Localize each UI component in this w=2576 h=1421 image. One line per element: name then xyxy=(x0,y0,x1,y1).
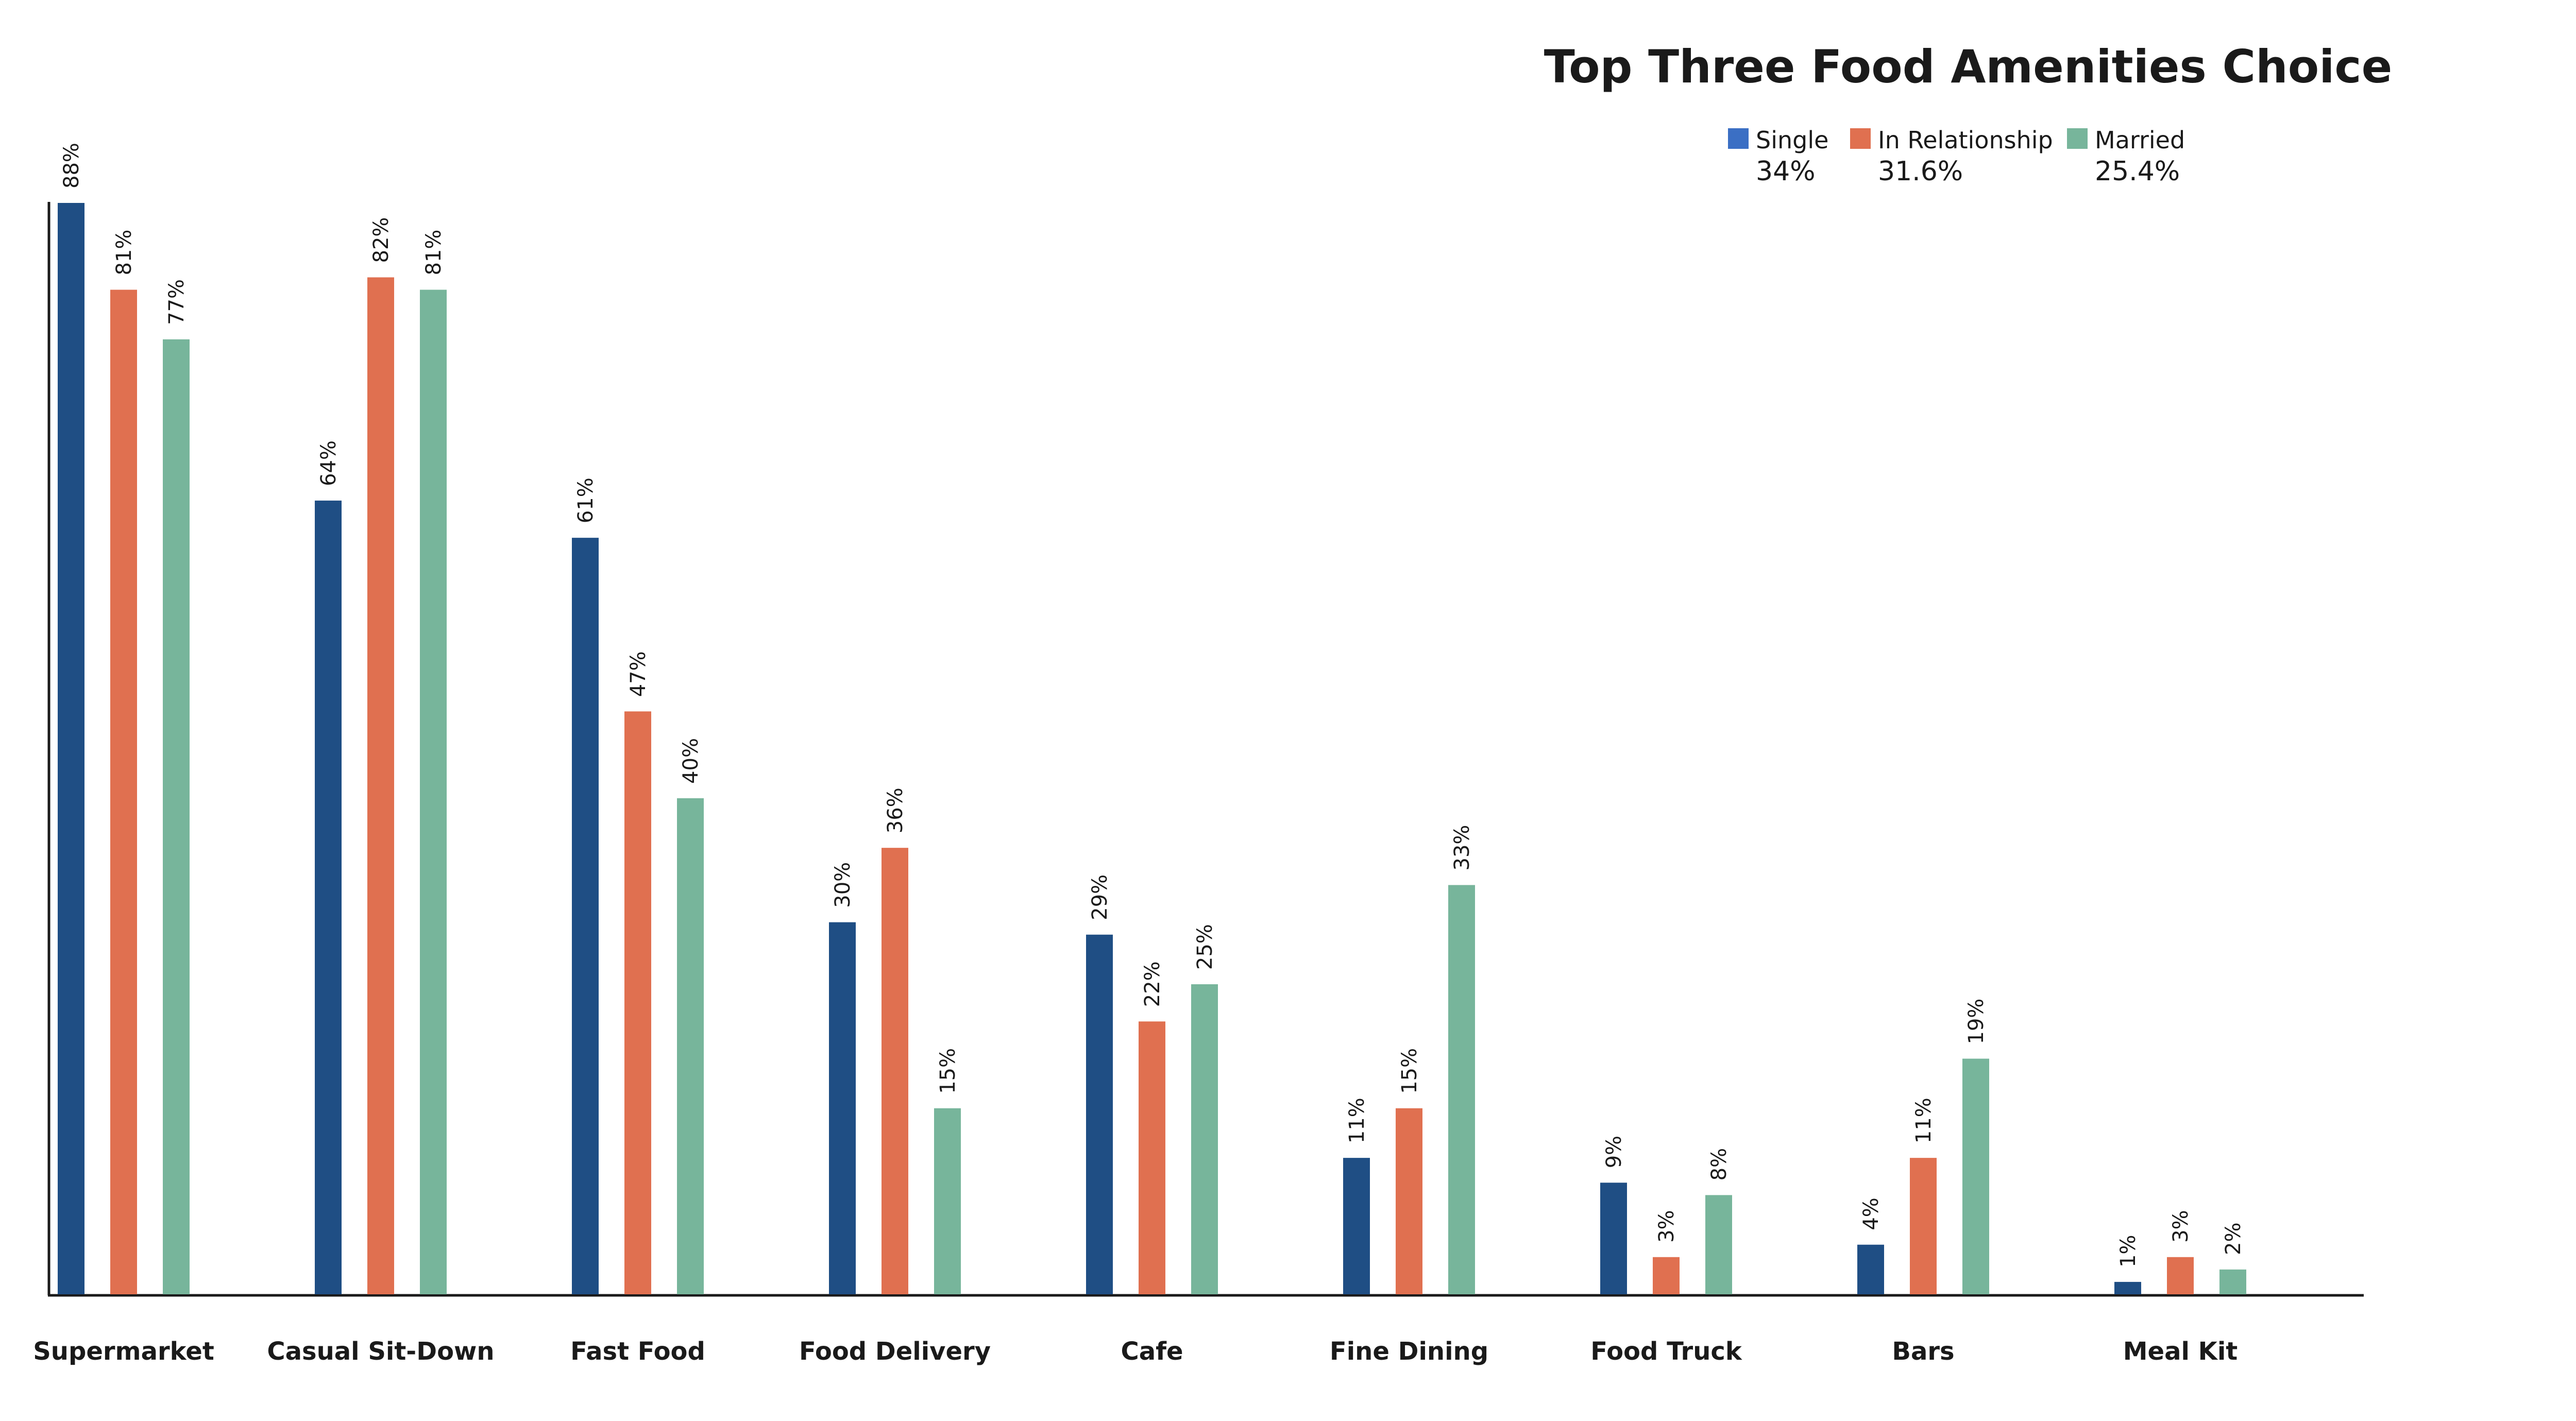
axes xyxy=(47,202,2364,1297)
bar-married-fine-dining xyxy=(1448,885,1475,1294)
category-label-supermarket: Supermarket xyxy=(33,1337,214,1366)
bar-in-relationship-fine-dining xyxy=(1396,1108,1422,1294)
value-label-married-casual-sit-down: 81% xyxy=(422,230,446,276)
value-label-single-food-delivery: 30% xyxy=(831,862,855,908)
bar-in-relationship-supermarket xyxy=(110,289,137,1294)
bar-in-relationship-food-truck xyxy=(1653,1257,1680,1294)
legend-swatch-single xyxy=(1728,128,1749,149)
category-labels: Supermarket Casual Sit-Down Fast Food Food … xyxy=(33,1337,2238,1366)
value-label-in-relationship-supermarket: 81% xyxy=(112,230,136,276)
value-label-married-food-delivery: 15% xyxy=(936,1048,960,1094)
category-label-fast-food: Fast Food xyxy=(570,1337,705,1366)
value-label-in-relationship-cafe: 22% xyxy=(1141,961,1164,1007)
value-label-married-meal-kit: 2% xyxy=(2222,1222,2245,1255)
legend-value-married: 25.4% xyxy=(2095,156,2180,187)
legend-label-single: Single xyxy=(1756,126,1828,154)
legend-swatch-in-relationship xyxy=(1850,128,1871,149)
chart-title: Top Three Food Amenities Choice xyxy=(1544,40,2393,93)
bar-married-bars xyxy=(1962,1058,1989,1294)
bar-single-meal-kit xyxy=(2114,1281,2141,1294)
category-label-fine-dining: Fine Dining xyxy=(1330,1337,1488,1366)
value-label-married-food-truck: 8% xyxy=(1707,1148,1731,1180)
bar-married-food-truck xyxy=(1705,1195,1732,1294)
category-label-casual-sit-down: Casual Sit-Down xyxy=(267,1337,494,1366)
bar-single-fine-dining xyxy=(1343,1158,1370,1294)
bar-married-casual-sit-down xyxy=(420,289,447,1294)
bar-in-relationship-casual-sit-down xyxy=(367,277,394,1294)
bar-single-food-truck xyxy=(1600,1183,1627,1294)
legend-swatch-married xyxy=(2067,128,2088,149)
bar-single-cafe xyxy=(1086,934,1113,1294)
bars xyxy=(58,203,2246,1294)
value-label-single-fast-food: 61% xyxy=(574,477,598,523)
legend-value-single: 34% xyxy=(1756,156,1816,187)
bar-married-cafe xyxy=(1191,984,1218,1294)
bar-in-relationship-cafe xyxy=(1139,1021,1165,1294)
value-label-in-relationship-meal-kit: 3% xyxy=(2169,1210,2193,1242)
value-label-single-cafe: 29% xyxy=(1088,875,1112,920)
bar-in-relationship-fast-food xyxy=(624,711,651,1294)
value-label-married-fine-dining: 33% xyxy=(1450,825,1474,870)
value-label-in-relationship-fine-dining: 15% xyxy=(1398,1048,1421,1094)
value-labels: 88% 81% 77% 64% 82% 81% 61% 47% 40% 30% 36% 15% 29% 2… xyxy=(60,143,2245,1268)
value-label-in-relationship-fast-food: 47% xyxy=(626,651,650,697)
bar-married-meal-kit xyxy=(2219,1269,2246,1294)
category-label-food-truck: Food Truck xyxy=(1590,1337,1742,1366)
legend-label-in-relationship: In Relationship xyxy=(1878,126,2053,154)
bar-single-fast-food xyxy=(572,538,599,1294)
value-label-single-casual-sit-down: 64% xyxy=(317,440,341,486)
value-label-in-relationship-food-truck: 3% xyxy=(1655,1210,1679,1242)
category-label-meal-kit: Meal Kit xyxy=(2123,1337,2238,1366)
value-label-in-relationship-food-delivery: 36% xyxy=(884,787,907,833)
category-label-cafe: Cafe xyxy=(1121,1337,1183,1366)
bar-in-relationship-bars xyxy=(1910,1158,1937,1294)
category-label-bars: Bars xyxy=(1892,1337,1954,1366)
value-label-single-meal-kit: 1% xyxy=(2116,1235,2140,1267)
bar-in-relationship-meal-kit xyxy=(2167,1257,2194,1294)
legend-label-married: Married xyxy=(2095,126,2185,154)
value-label-in-relationship-casual-sit-down: 82% xyxy=(369,217,393,263)
value-label-married-supermarket: 77% xyxy=(165,279,189,325)
value-label-single-supermarket: 88% xyxy=(60,143,83,189)
category-label-food-delivery: Food Delivery xyxy=(799,1337,991,1366)
value-label-single-fine-dining: 11% xyxy=(1345,1098,1369,1143)
value-label-married-cafe: 25% xyxy=(1193,924,1217,970)
bar-single-supermarket xyxy=(58,203,84,1294)
value-label-married-fast-food: 40% xyxy=(679,738,703,784)
value-label-single-bars: 4% xyxy=(1859,1197,1883,1230)
value-label-single-food-truck: 9% xyxy=(1602,1136,1626,1168)
bar-married-fast-food xyxy=(677,798,704,1294)
value-label-married-bars: 19% xyxy=(1964,999,1988,1045)
bar-in-relationship-food-delivery xyxy=(882,848,908,1294)
bar-married-food-delivery xyxy=(934,1108,961,1294)
value-label-in-relationship-bars: 11% xyxy=(1912,1098,1936,1143)
legend-value-in-relationship: 31.6% xyxy=(1878,156,1963,187)
bar-married-supermarket xyxy=(163,339,190,1294)
bar-single-bars xyxy=(1857,1244,1884,1294)
bar-single-casual-sit-down xyxy=(315,500,342,1294)
bar-single-food-delivery xyxy=(829,922,856,1294)
